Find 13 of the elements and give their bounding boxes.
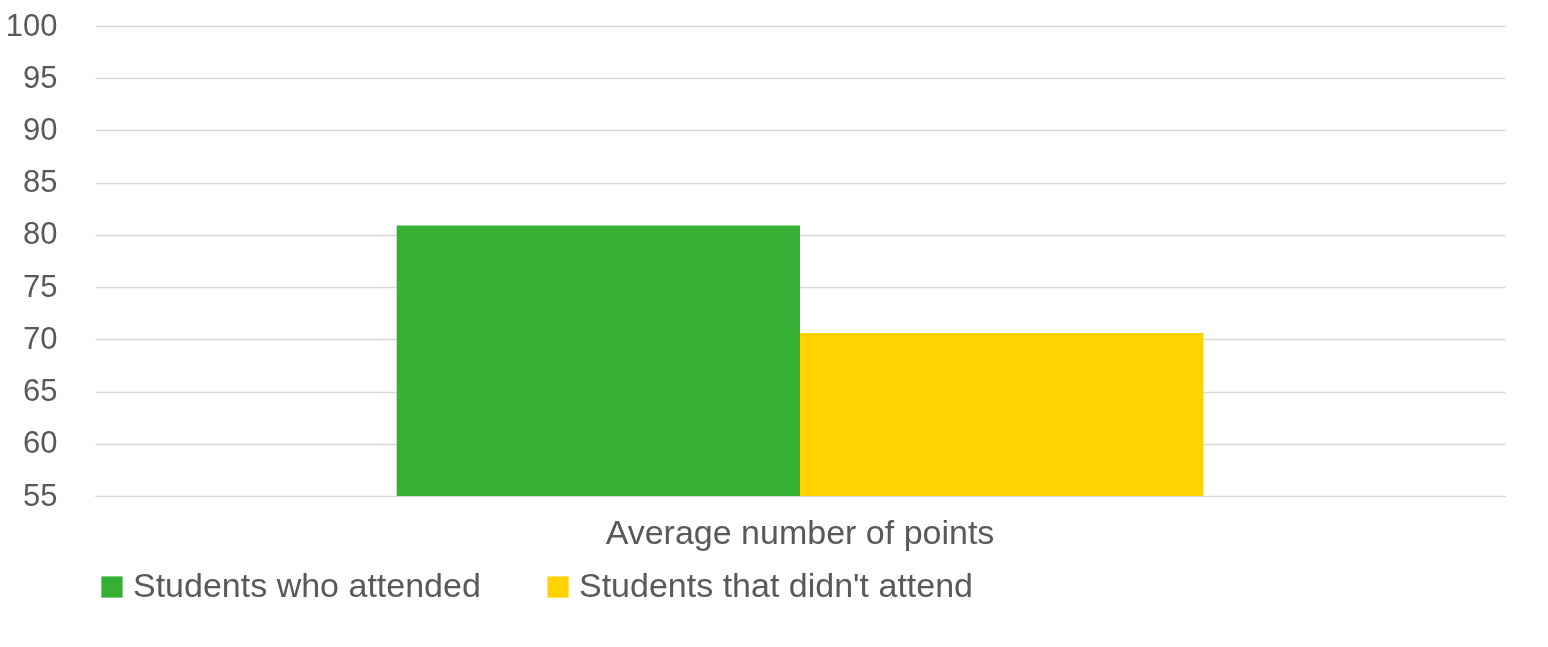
y-tick-label: 65 [23,373,58,409]
y-tick-label: 90 [23,111,58,147]
x-tick-label: Average number of points [605,512,995,551]
y-tick-label: 70 [23,320,58,356]
y-tick-label: 75 [23,268,58,304]
y-tick-label: 95 [23,59,58,95]
y-tick-label: 60 [23,425,58,461]
y-tick-label: 100 [5,7,58,43]
legend-label: Students that didn't attend [579,566,974,604]
legend-label: Students who attended [133,566,481,604]
y-tick-label: 80 [23,216,58,252]
y-tick-label: 55 [23,477,58,513]
y-tick-label: 85 [23,164,58,200]
